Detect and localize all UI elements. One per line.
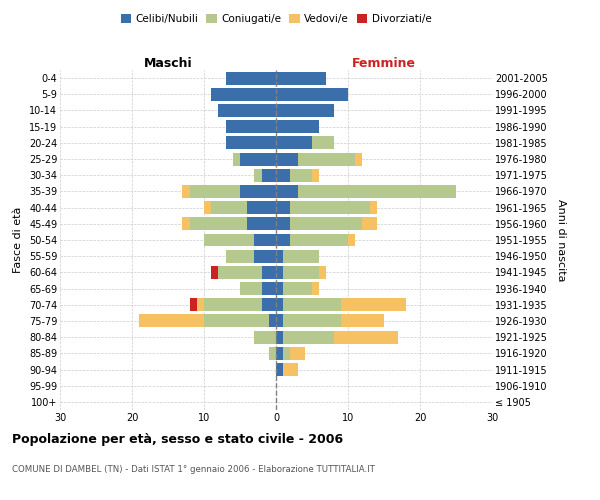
Bar bbox=[262, 298, 276, 311]
Bar bbox=[254, 169, 262, 181]
Bar bbox=[276, 88, 348, 101]
Bar bbox=[204, 201, 211, 214]
Bar bbox=[226, 136, 276, 149]
Bar bbox=[348, 234, 355, 246]
Bar bbox=[283, 330, 334, 344]
Bar bbox=[276, 314, 283, 328]
Bar bbox=[262, 169, 276, 181]
Bar bbox=[276, 120, 319, 133]
Bar bbox=[312, 169, 319, 181]
Bar bbox=[276, 169, 290, 181]
Bar bbox=[197, 298, 204, 311]
Bar bbox=[211, 201, 247, 214]
Y-axis label: Fasce di età: Fasce di età bbox=[13, 207, 23, 273]
Text: COMUNE DI DAMBEL (TN) - Dati ISTAT 1° gennaio 2006 - Elaborazione TUTTITALIA.IT: COMUNE DI DAMBEL (TN) - Dati ISTAT 1° ge… bbox=[12, 466, 375, 474]
Bar bbox=[290, 201, 370, 214]
Bar bbox=[254, 250, 276, 262]
Bar bbox=[283, 363, 298, 376]
Bar bbox=[283, 266, 319, 279]
Text: Popolazione per età, sesso e stato civile - 2006: Popolazione per età, sesso e stato civil… bbox=[12, 432, 343, 446]
Bar bbox=[355, 152, 362, 166]
Bar bbox=[247, 218, 276, 230]
Text: Femmine: Femmine bbox=[352, 57, 416, 70]
Bar bbox=[298, 185, 456, 198]
Bar bbox=[276, 104, 334, 117]
Bar bbox=[283, 347, 290, 360]
Bar bbox=[218, 266, 262, 279]
Bar bbox=[276, 330, 283, 344]
Bar bbox=[276, 298, 283, 311]
Bar bbox=[276, 72, 326, 85]
Bar bbox=[341, 298, 406, 311]
Bar bbox=[276, 136, 312, 149]
Bar bbox=[276, 282, 283, 295]
Bar bbox=[269, 347, 276, 360]
Bar bbox=[233, 152, 240, 166]
Bar bbox=[262, 266, 276, 279]
Bar bbox=[226, 120, 276, 133]
Bar bbox=[204, 234, 254, 246]
Bar bbox=[254, 330, 276, 344]
Bar bbox=[204, 298, 262, 311]
Bar bbox=[262, 282, 276, 295]
Y-axis label: Anni di nascita: Anni di nascita bbox=[556, 198, 566, 281]
Bar bbox=[240, 282, 262, 295]
Bar bbox=[240, 185, 276, 198]
Bar bbox=[298, 152, 355, 166]
Bar bbox=[247, 201, 276, 214]
Bar bbox=[254, 234, 276, 246]
Bar bbox=[370, 201, 377, 214]
Bar bbox=[341, 314, 384, 328]
Bar bbox=[276, 152, 298, 166]
Bar bbox=[276, 363, 283, 376]
Bar bbox=[276, 234, 290, 246]
Bar bbox=[276, 266, 283, 279]
Bar bbox=[182, 185, 190, 198]
Bar bbox=[312, 136, 334, 149]
Bar bbox=[312, 282, 319, 295]
Bar bbox=[276, 185, 298, 198]
Legend: Celibi/Nubili, Coniugati/e, Vedovi/e, Divorziati/e: Celibi/Nubili, Coniugati/e, Vedovi/e, Di… bbox=[116, 10, 436, 29]
Bar bbox=[190, 298, 197, 311]
Bar bbox=[139, 314, 204, 328]
Bar bbox=[218, 104, 276, 117]
Bar bbox=[226, 72, 276, 85]
Bar bbox=[269, 314, 276, 328]
Bar bbox=[190, 218, 247, 230]
Bar bbox=[319, 266, 326, 279]
Bar bbox=[290, 218, 362, 230]
Bar bbox=[226, 250, 254, 262]
Bar bbox=[190, 185, 240, 198]
Bar bbox=[290, 234, 348, 246]
Bar bbox=[182, 218, 190, 230]
Bar bbox=[290, 169, 312, 181]
Bar bbox=[276, 218, 290, 230]
Bar bbox=[283, 298, 341, 311]
Bar bbox=[276, 250, 283, 262]
Text: Maschi: Maschi bbox=[143, 57, 193, 70]
Bar bbox=[290, 347, 305, 360]
Bar bbox=[211, 266, 218, 279]
Bar bbox=[204, 314, 269, 328]
Bar bbox=[283, 314, 341, 328]
Bar bbox=[211, 88, 276, 101]
Bar bbox=[362, 218, 377, 230]
Bar bbox=[334, 330, 398, 344]
Bar bbox=[276, 347, 283, 360]
Bar bbox=[240, 152, 276, 166]
Bar bbox=[276, 201, 290, 214]
Bar bbox=[283, 282, 312, 295]
Bar bbox=[283, 250, 319, 262]
